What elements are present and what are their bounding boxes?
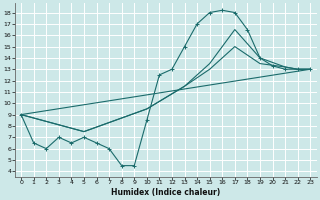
X-axis label: Humidex (Indice chaleur): Humidex (Indice chaleur) (111, 188, 220, 197)
